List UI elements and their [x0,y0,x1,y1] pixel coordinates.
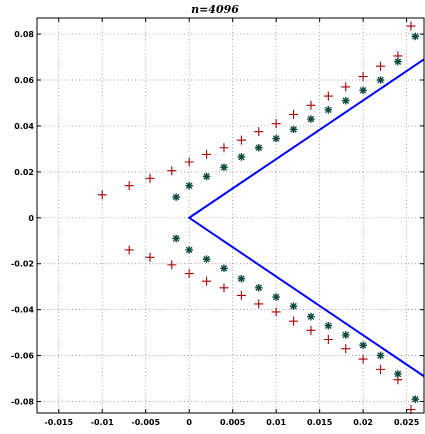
plus-marker [219,143,229,153]
y-tick-label: -0.04 [11,306,34,315]
star-marker [359,86,367,95]
series-line [187,58,425,378]
grid [37,18,424,413]
star-marker [220,264,228,273]
y-tick-label: 0.06 [14,76,34,85]
star-marker [394,370,402,378]
plus-marker [358,354,368,364]
y-tick-label: -0.08 [11,398,34,407]
plus-marker [406,21,416,31]
plus-marker [376,364,386,374]
star-marker [394,57,402,66]
plus-marker [124,181,134,191]
x-tick-label: 0.025 [394,418,420,427]
star-marker [220,163,228,172]
star-marker [324,106,333,114]
star-marker [324,321,333,330]
plus-marker [306,100,316,110]
x-tick-label: 0.005 [220,418,246,427]
x-tick-label: 0.01 [266,418,286,427]
plus-marker [236,290,246,300]
star-marker [289,302,298,311]
y-tick-label: -0.02 [11,260,34,269]
star-marker [341,96,350,105]
star-marker [172,234,180,243]
plus-marker [124,245,134,255]
plus-marker [341,82,351,92]
star-marker [411,395,420,404]
axis-ticks: -0.015 -0.01 -0.005 0 0.005 0.01 0.015 0.02 0.02… [11,18,424,427]
star-marker [376,351,385,360]
plus-marker [323,91,333,101]
plus-marker [254,127,264,137]
star-marker [272,293,280,301]
x-tick-label: 0.015 [307,418,333,427]
plus-marker [376,61,386,71]
chart-title: n=4096 [191,3,239,16]
star-marker [307,312,315,321]
star-marker [254,284,263,292]
plus-marker [145,173,155,183]
star-marker [272,134,280,143]
plus-marker [167,166,177,176]
star-marker [185,181,193,190]
star-marker [289,125,298,134]
plus-marker [236,135,246,145]
x-tick-label: -0.015 [44,418,73,427]
x-tick-label: -0.01 [91,418,114,427]
x-tick-label: 0 [186,418,192,427]
plus-marker [219,283,229,293]
star-marker [376,76,385,84]
plus-marker [271,307,281,317]
plus-marker [271,119,281,129]
plus-marker [97,190,107,200]
star-marker [254,143,263,152]
plus-marker [306,325,316,335]
star-marker [411,32,420,41]
star-marker [202,255,211,263]
plus-marker [358,72,368,82]
star-marker [202,172,211,181]
plus-marker [184,269,194,279]
star-marker [185,246,193,254]
plus-marker [341,344,351,354]
y-tick-label: 0.02 [14,168,34,177]
x-tick-label: 0.02 [353,418,373,427]
star-marker [307,115,315,123]
plus-marker [323,335,333,345]
plus-marker [289,316,299,326]
star-marker [237,274,246,283]
plus-marker [289,109,299,119]
y-tick-label: 0.08 [14,30,34,39]
plot-frame [36,17,425,414]
star-marker [341,331,350,339]
plus-marker [202,149,212,159]
y-tick-label: 0 [28,214,34,223]
star-marker [172,193,180,201]
plot-area [97,21,425,415]
plus-marker [254,299,264,309]
plus-marker [184,157,194,167]
x-tick-label: -0.005 [131,418,160,427]
y-tick-label: -0.06 [11,352,34,361]
star-marker [237,153,246,161]
star-marker [359,341,367,350]
y-tick-label: 0.04 [14,122,34,131]
plus-marker [167,260,177,270]
plus-marker [202,276,212,286]
plus-marker [145,252,155,262]
